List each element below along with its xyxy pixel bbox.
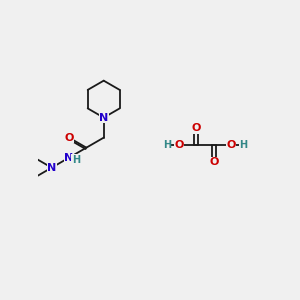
Text: H: H xyxy=(163,140,171,150)
Text: H: H xyxy=(239,140,247,150)
Text: H: H xyxy=(72,155,80,165)
Text: N: N xyxy=(99,112,108,123)
Text: O: O xyxy=(64,133,74,142)
Text: O: O xyxy=(175,140,184,150)
Text: O: O xyxy=(191,123,201,134)
Text: O: O xyxy=(209,157,218,167)
Text: O: O xyxy=(226,140,236,150)
Text: N: N xyxy=(47,163,56,173)
Text: N: N xyxy=(64,153,74,163)
